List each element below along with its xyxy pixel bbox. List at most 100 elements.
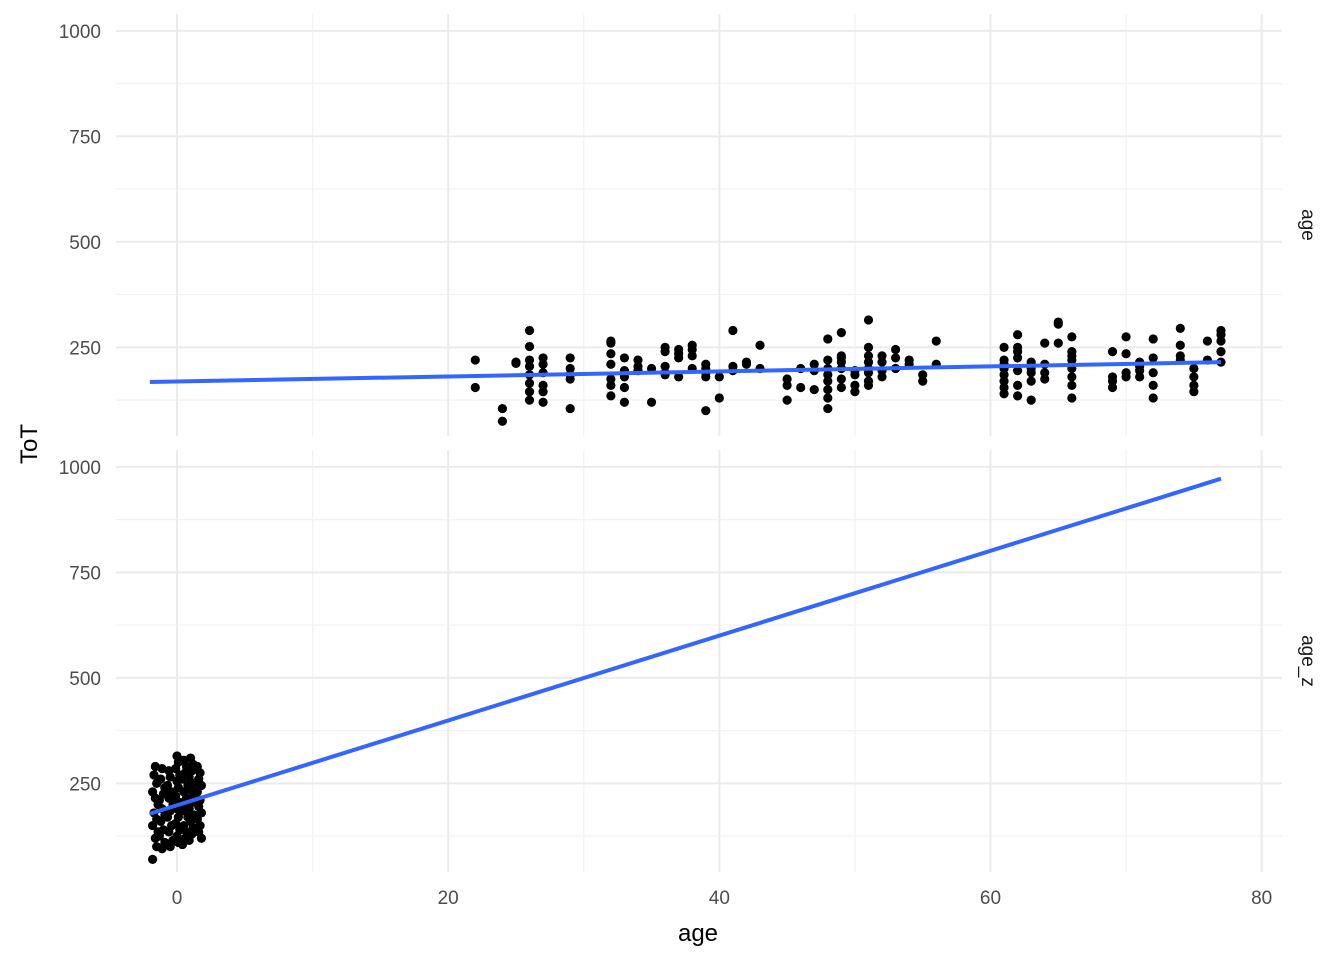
data-point	[165, 772, 175, 782]
data-point	[1013, 330, 1023, 340]
y-tick-label: 750	[69, 563, 101, 584]
data-point	[674, 353, 684, 363]
data-point	[890, 344, 901, 355]
data-point	[701, 406, 711, 416]
data-point	[1067, 332, 1077, 342]
data-point	[823, 384, 833, 395]
data-point	[1121, 332, 1131, 342]
data-point	[728, 325, 738, 336]
data-point	[823, 393, 833, 403]
data-point	[1148, 393, 1158, 403]
data-point	[1148, 368, 1158, 378]
data-point	[999, 382, 1009, 393]
data-point	[1053, 319, 1063, 329]
data-point	[1026, 376, 1036, 386]
data-point	[1067, 380, 1077, 390]
data-point	[633, 355, 643, 365]
data-point	[538, 380, 548, 390]
data-point	[890, 353, 901, 363]
data-point	[863, 342, 874, 352]
data-point	[619, 353, 630, 363]
data-point	[470, 382, 480, 393]
y-tick-label: 1000	[59, 22, 101, 43]
data-point	[782, 395, 792, 405]
data-point	[1121, 372, 1131, 382]
data-point	[877, 372, 887, 382]
data-point	[497, 403, 508, 414]
data-point	[660, 361, 670, 371]
x-tick-label: 20	[438, 888, 459, 909]
x-axis-title: age	[678, 920, 718, 947]
y-axis-title: ToT	[16, 424, 43, 464]
data-point	[1013, 391, 1023, 401]
y-tick-label: 500	[69, 233, 101, 254]
data-point	[524, 378, 535, 388]
x-tick-label: 80	[1251, 888, 1272, 909]
data-point	[1040, 338, 1050, 348]
data-point	[931, 336, 941, 346]
data-point	[538, 353, 548, 363]
data-point	[154, 795, 164, 805]
data-point	[1148, 334, 1158, 344]
data-point	[164, 827, 174, 837]
data-point	[184, 804, 194, 814]
data-point	[1067, 393, 1077, 403]
data-point	[524, 355, 535, 365]
data-point	[1107, 347, 1118, 357]
data-point	[850, 370, 860, 380]
data-point	[177, 839, 188, 850]
data-point	[1121, 349, 1131, 359]
data-point	[565, 363, 575, 374]
x-tick-label: 0	[172, 888, 183, 909]
data-point	[850, 387, 860, 397]
data-point	[1216, 336, 1226, 346]
data-point	[565, 374, 575, 384]
data-point	[1175, 340, 1185, 350]
data-point	[1189, 380, 1199, 390]
data-point	[165, 842, 175, 852]
data-point	[511, 357, 521, 367]
data-point	[538, 397, 548, 407]
data-point	[714, 393, 724, 403]
x-tick-label: 40	[709, 888, 730, 909]
data-point	[154, 831, 164, 841]
data-point	[850, 380, 860, 390]
x-axis: 0 20 40 60 80	[172, 888, 1273, 909]
trend-line	[149, 360, 1222, 384]
data-point	[863, 351, 874, 361]
data-point	[497, 416, 508, 426]
data-point	[148, 854, 158, 864]
data-point	[184, 835, 194, 845]
data-point	[823, 334, 833, 344]
data-point	[1107, 382, 1118, 393]
data-point	[687, 351, 697, 361]
data-point	[524, 341, 535, 352]
data-point	[836, 374, 846, 384]
data-point	[687, 344, 697, 355]
panel-age_z: 250 500 750 1000 age_z	[59, 450, 1318, 872]
data-point	[196, 833, 207, 843]
data-point	[1067, 355, 1077, 365]
facet-strip-label: age_z	[1297, 635, 1318, 687]
data-point	[1202, 336, 1213, 346]
data-point	[1148, 353, 1158, 363]
data-point	[999, 376, 1009, 386]
data-point	[714, 372, 724, 382]
data-point	[606, 380, 616, 390]
data-point	[863, 357, 874, 367]
data-point	[741, 359, 752, 369]
trend-line	[149, 476, 1222, 816]
data-point	[1135, 372, 1145, 382]
data-point	[149, 770, 159, 780]
data-point	[162, 812, 173, 822]
data-point	[606, 359, 616, 369]
data-point	[192, 787, 202, 797]
data-point	[524, 395, 535, 405]
data-point	[836, 382, 846, 393]
data-point	[1135, 365, 1145, 376]
data-point	[836, 357, 846, 367]
data-point	[701, 372, 711, 382]
data-point	[823, 376, 833, 386]
data-point	[823, 370, 833, 380]
